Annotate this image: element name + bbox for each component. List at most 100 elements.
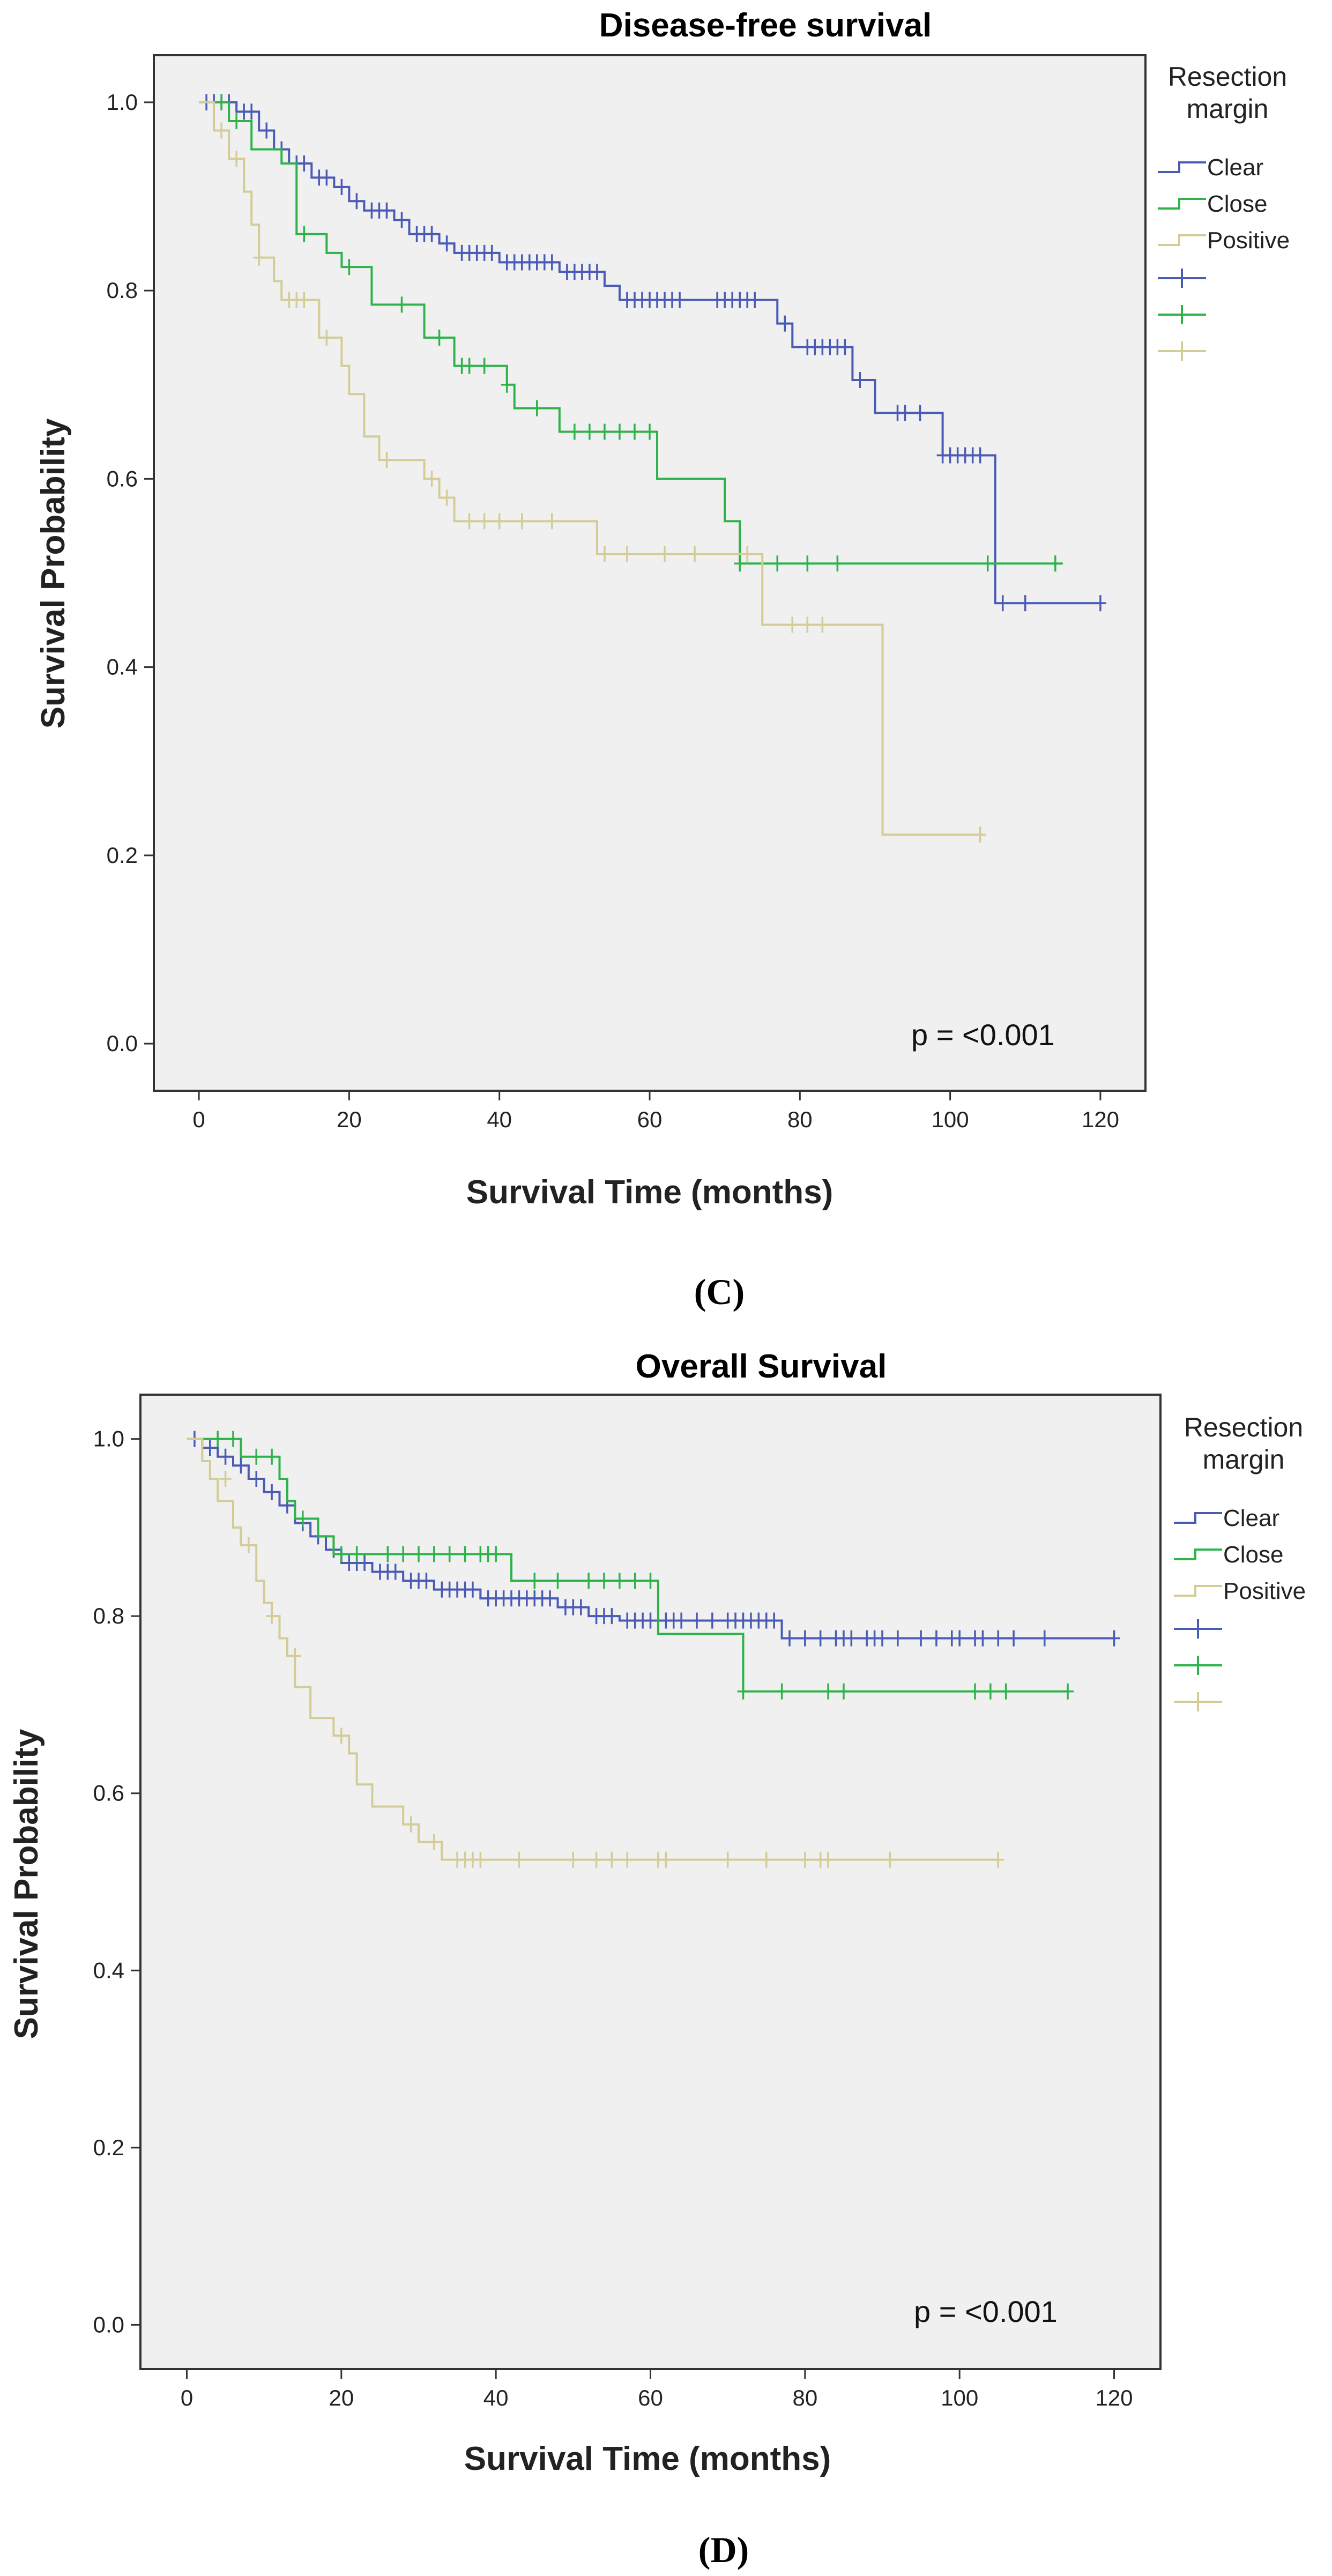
censor-mark-close — [396, 296, 408, 313]
censor-mark-close — [501, 376, 513, 393]
censor-mark-clear — [914, 405, 926, 421]
censor-mark-close — [335, 1546, 347, 1562]
y-tick-label: 1.0 — [107, 90, 138, 115]
censor-mark-positive — [689, 546, 701, 562]
x-tick-label: 0 — [181, 2385, 193, 2410]
y-tick-label: 0.4 — [93, 1957, 124, 1983]
y-tick-label: 1.0 — [93, 1426, 124, 1451]
censor-mark-positive — [335, 1728, 347, 1744]
censor-mark-clear — [351, 193, 363, 210]
censor-mark-positive — [659, 546, 671, 562]
y-tick-label: 0.8 — [93, 1603, 124, 1628]
y-axis-label: Survival Probability — [8, 1729, 45, 2039]
legend-label-positive: Positive — [1207, 227, 1290, 254]
series-line-close — [199, 101, 1063, 565]
censor-mark-positive — [321, 329, 333, 346]
y-tick-label: 0.6 — [107, 466, 138, 491]
legend-label-close: Close — [1223, 1542, 1284, 1568]
legend-label-clear: Clear — [1207, 154, 1263, 181]
censor-mark-close — [382, 1546, 394, 1562]
censor-mark-close — [478, 358, 490, 374]
censor-mark-positive — [474, 1851, 487, 1868]
censor-mark-positive — [567, 1851, 579, 1868]
censor-mark-close — [343, 259, 355, 276]
censor-mark-close — [1000, 1683, 1012, 1700]
censor-mark-clear — [691, 1612, 703, 1629]
censor-mark-close — [212, 1431, 224, 1447]
censor-mark-close — [776, 1683, 788, 1700]
censor-mark-positive — [289, 1648, 301, 1664]
censor-mark-positive — [493, 513, 505, 530]
legend-censor-swatch-positive — [1158, 341, 1206, 361]
plot-area — [139, 1394, 1162, 2370]
censor-mark-close — [598, 1573, 610, 1589]
censor-mark-close — [583, 423, 596, 440]
censor-mark-positive — [428, 1834, 440, 1850]
censor-mark-close — [981, 555, 994, 572]
censor-mark-clear — [1019, 595, 1031, 612]
censor-mark-clear — [420, 1573, 433, 1589]
censor-mark-positive — [816, 616, 829, 633]
legend-swatch-close — [1158, 198, 1206, 210]
censor-mark-clear — [854, 371, 866, 388]
censor-mark-close — [397, 1546, 410, 1562]
x-tick-label: 120 — [1095, 2385, 1133, 2410]
panel-label: (D) — [698, 2529, 749, 2570]
censor-mark-clear — [799, 1630, 811, 1647]
censor-mark-clear — [1008, 1630, 1020, 1647]
legend-title: margin — [1203, 1445, 1285, 1475]
legend-label-close: Close — [1207, 191, 1268, 217]
x-axis-label: Survival Time (months) — [466, 1174, 833, 1211]
x-tick-label: 80 — [787, 1107, 813, 1132]
y-tick-label: 0.8 — [107, 278, 138, 303]
y-axis: 0.0 0.2 0.4 0.6 0.8 1.0 — [107, 90, 154, 1056]
censor-mark-positive — [516, 513, 528, 530]
censor-mark-close — [644, 1573, 657, 1589]
censor-mark-positive — [546, 513, 558, 530]
censor-mark-clear — [591, 263, 603, 280]
censor-mark-clear — [930, 1630, 942, 1647]
censor-mark-positive — [621, 546, 633, 562]
censor-mark-clear — [674, 292, 686, 308]
censor-mark-clear — [321, 169, 333, 186]
legend-censor-swatch-close — [1174, 1656, 1222, 1675]
censor-mark-positive — [974, 827, 986, 843]
legend-censor-swatch-clear — [1174, 1619, 1222, 1639]
y-tick-label: 0.0 — [93, 2312, 124, 2337]
censor-mark-positive — [266, 1608, 278, 1625]
censor-mark-positive — [478, 513, 490, 530]
censor-mark-close — [598, 423, 611, 440]
x-tick-label: 40 — [487, 1107, 512, 1132]
censor-mark-close — [266, 1448, 278, 1465]
censor-mark-close — [413, 1546, 425, 1562]
censor-mark-positive — [606, 1851, 618, 1868]
censor-mark-positive — [463, 513, 475, 530]
legend-censor-swatch-clear — [1158, 269, 1206, 288]
censor-mark-close — [734, 555, 746, 572]
censor-mark-positive — [799, 1851, 811, 1868]
censor-mark-close — [822, 1683, 835, 1700]
censor-mark-clear — [544, 1590, 556, 1607]
legend-title: Resection — [1184, 1412, 1303, 1442]
legend-label-clear: Clear — [1223, 1505, 1279, 1531]
x-tick-label: 120 — [1082, 1107, 1119, 1132]
censor-mark-close — [296, 1510, 309, 1527]
legend-censor-swatch-close — [1158, 305, 1206, 324]
series-group — [187, 1431, 1120, 1868]
y-axis: 0.0 0.2 0.4 0.6 0.8 1.0 — [93, 1426, 140, 2337]
censor-mark-positive — [230, 151, 243, 167]
censor-mark-close — [531, 400, 543, 416]
chart-panel-overall-survival: Overall Survival 0.0 0.2 0.4 0.6 0.8 1.0 0 20 4… — [8, 1348, 1306, 2570]
x-axis-label: Survival Time (months) — [464, 2440, 831, 2477]
censor-mark-clear — [1108, 1630, 1120, 1647]
chart-title: Overall Survival — [636, 1348, 887, 1385]
censor-mark-positive — [381, 452, 393, 468]
censor-mark-clear — [749, 292, 761, 308]
censor-mark-clear — [466, 1581, 479, 1598]
censor-mark-close — [837, 1683, 850, 1700]
y-tick-label: 0.4 — [107, 654, 138, 680]
censor-mark-clear — [336, 178, 348, 195]
censor-mark-clear — [876, 1630, 888, 1647]
censor-mark-positive — [822, 1851, 835, 1868]
